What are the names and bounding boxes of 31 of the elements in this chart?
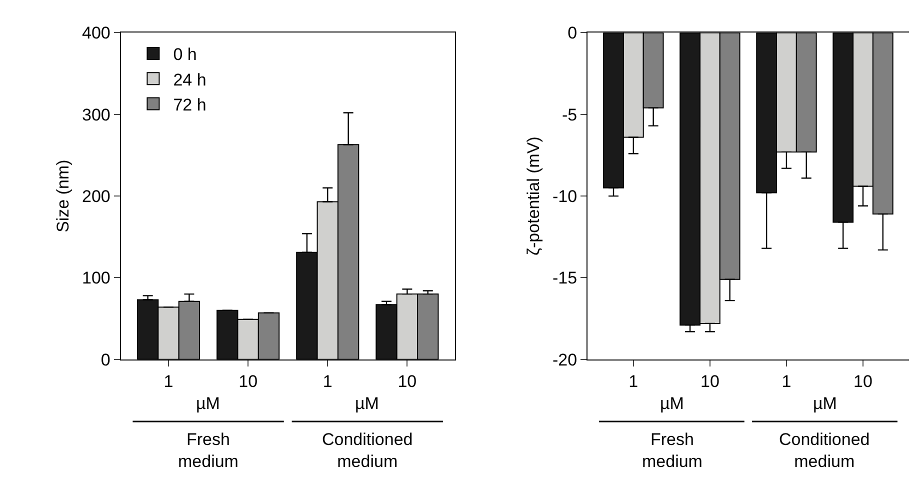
legend-label: 72 h (173, 95, 206, 114)
x-tick-label: 10 (854, 372, 872, 391)
y-tick-label: 200 (82, 187, 110, 206)
text: Conditioned medium (322, 430, 413, 472)
x-tick-label: 10 (238, 372, 258, 391)
x-tick-label: 1 (782, 372, 792, 391)
y-tick-label: 400 (82, 24, 110, 43)
legend-label: 0 h (173, 45, 197, 64)
y-tick-label: -5 (562, 105, 578, 124)
x-tick-label: 1 (628, 372, 638, 391)
text: µM (355, 394, 379, 413)
legend-label: 24 h (173, 70, 206, 90)
text: µM (813, 394, 837, 413)
y-tick-label: 100 (82, 268, 110, 288)
y-axis-title: Size (nm) (54, 160, 73, 232)
text: Fresh medium (178, 430, 238, 472)
text: Conditioned medium (779, 430, 870, 472)
x-tick-label: 1 (322, 372, 332, 391)
x-tick-label: 1 (164, 372, 174, 391)
y-tick-label: 0 (568, 24, 578, 43)
y-tick-label: 0 (100, 350, 110, 370)
text: µM (196, 394, 220, 413)
y-axis-title: ζ-potential (mV) (524, 136, 544, 256)
y-tick-label: -10 (552, 187, 578, 206)
y-tick-label: -15 (552, 268, 578, 288)
text: µM (660, 394, 684, 413)
y-tick-label: 300 (82, 105, 110, 124)
x-tick-label: 10 (398, 372, 417, 391)
x-tick-label: 10 (700, 372, 720, 391)
y-tick-label: -20 (552, 350, 578, 370)
text: Fresh medium (642, 430, 702, 472)
